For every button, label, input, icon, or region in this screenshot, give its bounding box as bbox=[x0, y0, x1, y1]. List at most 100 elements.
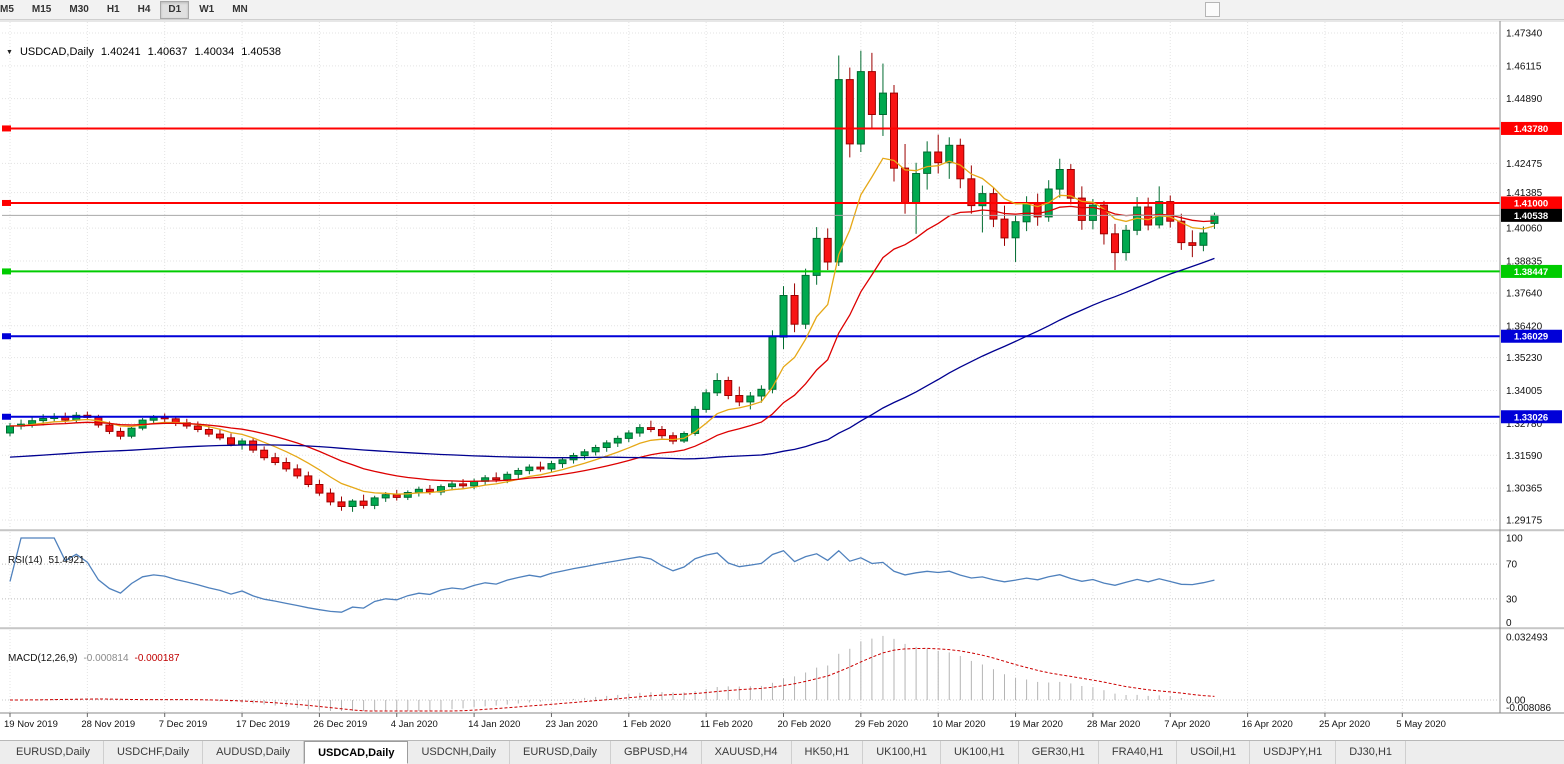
chart-menu-arrow-icon[interactable]: ▼ bbox=[6, 48, 13, 56]
date-axis-label: 28 Nov 2019 bbox=[81, 719, 135, 730]
date-axis-label: 29 Feb 2020 bbox=[855, 719, 908, 730]
price-axis-label: 1.40060 bbox=[1506, 224, 1543, 235]
date-axis-label: 25 Apr 2020 bbox=[1319, 719, 1370, 730]
chart-tab-uk100-h1-10[interactable]: UK100,H1 bbox=[941, 741, 1019, 764]
chart-ohlc-header: ▼ USDCAD,Daily 1.40241 1.40637 1.40034 1… bbox=[6, 46, 281, 58]
time-axis[interactable]: 19 Nov 2019 28 Nov 2019 7 Dec 2019 17 Dec 2… bbox=[4, 713, 1446, 730]
price-axis-label: 1.36420 bbox=[1506, 321, 1543, 332]
candle bbox=[315, 484, 324, 494]
timeframe-button-m30[interactable]: M30 bbox=[69, 3, 89, 15]
price-axis-label: 1.42475 bbox=[1506, 159, 1543, 170]
chart-tab-bar: EURUSD,Daily USDCHF,Daily AUDUSD,Daily USDC… bbox=[0, 740, 1564, 764]
chart-tab-usdcnh-daily-4[interactable]: USDCNH,Daily bbox=[408, 741, 511, 764]
candle bbox=[127, 427, 136, 437]
main-chart-pane[interactable] bbox=[2, 50, 1500, 512]
timeframe-button-d1[interactable]: D1 bbox=[160, 0, 190, 19]
candle bbox=[536, 466, 545, 470]
chart-tab-xauusd-h4-7[interactable]: XAUUSD,H4 bbox=[702, 741, 792, 764]
chart-tab-hk50-h1-8[interactable]: HK50,H1 bbox=[792, 741, 864, 764]
date-axis-label: 14 Jan 2020 bbox=[468, 719, 520, 730]
chart-tab-uk100-h1-9[interactable]: UK100,H1 bbox=[863, 741, 941, 764]
timeframe-button-mn[interactable]: MN bbox=[232, 3, 248, 15]
candle bbox=[591, 447, 600, 453]
candle bbox=[448, 483, 456, 488]
candle bbox=[613, 437, 622, 444]
candle bbox=[867, 71, 876, 115]
candle bbox=[680, 433, 689, 442]
candle bbox=[116, 430, 125, 437]
timeframe-toolbar: M5 M15 M30 H1 H4 D1 W1 MN bbox=[0, 0, 1564, 20]
candle bbox=[1088, 204, 1097, 221]
bar-high: 1.40637 bbox=[147, 46, 188, 58]
candle bbox=[967, 178, 976, 207]
date-axis-label: 4 Jan 2020 bbox=[391, 719, 438, 730]
ma-fast-line bbox=[9, 157, 1215, 495]
timeframe-button-w1[interactable]: W1 bbox=[199, 3, 215, 15]
chart-canvas[interactable]: 100 70 30 0 0.032493 0.00-0.008086 1.47340 1.46… bbox=[0, 20, 1564, 740]
chart-tab-usoil-h1-13[interactable]: USOil,H1 bbox=[1177, 741, 1251, 764]
candle bbox=[989, 193, 998, 220]
candle bbox=[624, 432, 633, 439]
candle bbox=[580, 451, 589, 457]
chart-tab-dj30-h1-15[interactable]: DJ30,H1 bbox=[1336, 741, 1407, 764]
candle bbox=[901, 167, 910, 204]
rsi-axis-label: 70 bbox=[1506, 560, 1518, 571]
candle bbox=[337, 501, 346, 507]
date-axis-label: 5 May 2020 bbox=[1396, 719, 1446, 730]
timeframe-button-h1[interactable]: H1 bbox=[106, 3, 120, 15]
price-axis-label: 1.44890 bbox=[1506, 94, 1543, 105]
candle bbox=[934, 151, 943, 164]
chart-tab-usdchf-daily-1[interactable]: USDCHF,Daily bbox=[104, 741, 204, 764]
price-axis-label: 1.46115 bbox=[1506, 61, 1542, 72]
price-axis-label: 1.38835 bbox=[1506, 257, 1543, 268]
bar-open: 1.40241 bbox=[100, 46, 141, 58]
candle bbox=[1011, 221, 1020, 239]
candle bbox=[381, 494, 390, 499]
candle bbox=[271, 457, 280, 464]
candle bbox=[304, 475, 313, 485]
candle bbox=[713, 380, 722, 394]
candle bbox=[1099, 204, 1108, 235]
candle bbox=[1177, 220, 1186, 244]
chart-tab-gbpusd-h4-6[interactable]: GBPUSD,H4 bbox=[611, 741, 702, 764]
candle bbox=[1000, 218, 1009, 239]
chart-tab-ger30-h1-11[interactable]: GER30,H1 bbox=[1019, 741, 1099, 764]
bar-close: 1.40538 bbox=[241, 46, 281, 58]
macd-pane[interactable] bbox=[2, 635, 1498, 712]
candle bbox=[1188, 242, 1197, 246]
macd-indicator-label: MACD(12,26,9) -0.000814 -0.000187 bbox=[8, 653, 180, 664]
candle bbox=[525, 466, 534, 472]
price-tags: 1.43780 1.41000 1.38447 1.36029 1.33026 1.405… bbox=[1501, 121, 1562, 424]
rsi-name: RSI(14) bbox=[8, 555, 43, 566]
price-axis-label: 1.35230 bbox=[1506, 353, 1543, 364]
toolbar-extra-button[interactable] bbox=[1205, 2, 1220, 17]
chart-window[interactable]: 100 70 30 0 0.032493 0.00 -0.008086 1.47340 1.46… bbox=[0, 20, 1564, 740]
timeframe-buttons: M5 M15 M30 H1 H4 D1 W1 MN bbox=[0, 0, 257, 19]
pane-separators[interactable] bbox=[0, 20, 1564, 714]
price-axis-label: 1.47340 bbox=[1506, 29, 1543, 40]
candle bbox=[215, 433, 224, 439]
chart-tab-fra40-h1-12[interactable]: FRA40,H1 bbox=[1099, 741, 1178, 764]
price-axis[interactable]: 100 70 30 0 0.032493 0.00-0.008086 1.47340 1.46… bbox=[1506, 29, 1551, 715]
chart-tab-audusd-daily-2[interactable]: AUDUSD,Daily bbox=[203, 741, 305, 764]
price-axis-label: 1.29175 bbox=[1506, 516, 1543, 527]
candle bbox=[514, 470, 523, 475]
timeframe-button-h4[interactable]: H4 bbox=[137, 3, 151, 15]
candle bbox=[1066, 169, 1075, 199]
candle bbox=[735, 395, 744, 403]
chart-tab-eurusd-daily-5[interactable]: EURUSD,Daily bbox=[510, 741, 611, 764]
rsi-pane[interactable] bbox=[2, 537, 1498, 613]
candle bbox=[956, 144, 965, 180]
timeframe-button-m15[interactable]: M15 bbox=[31, 3, 52, 15]
chart-tab-usdjpy-h1-14[interactable]: USDJPY,H1 bbox=[1250, 741, 1337, 764]
hline-price-tag: 1.33026 bbox=[1514, 412, 1548, 423]
candle bbox=[359, 500, 368, 506]
timeframe-button-m5[interactable]: M5 bbox=[0, 3, 14, 15]
chart-tab-usdcad-daily-3[interactable]: USDCAD,Daily bbox=[304, 741, 409, 764]
candle bbox=[602, 442, 611, 448]
candle bbox=[757, 388, 766, 397]
chart-tab-eurusd-daily-0[interactable]: EURUSD,Daily bbox=[3, 741, 104, 764]
candle bbox=[1055, 169, 1064, 190]
macd-signal-line bbox=[10, 647, 1215, 712]
rsi-value: 51.4921 bbox=[48, 555, 85, 566]
